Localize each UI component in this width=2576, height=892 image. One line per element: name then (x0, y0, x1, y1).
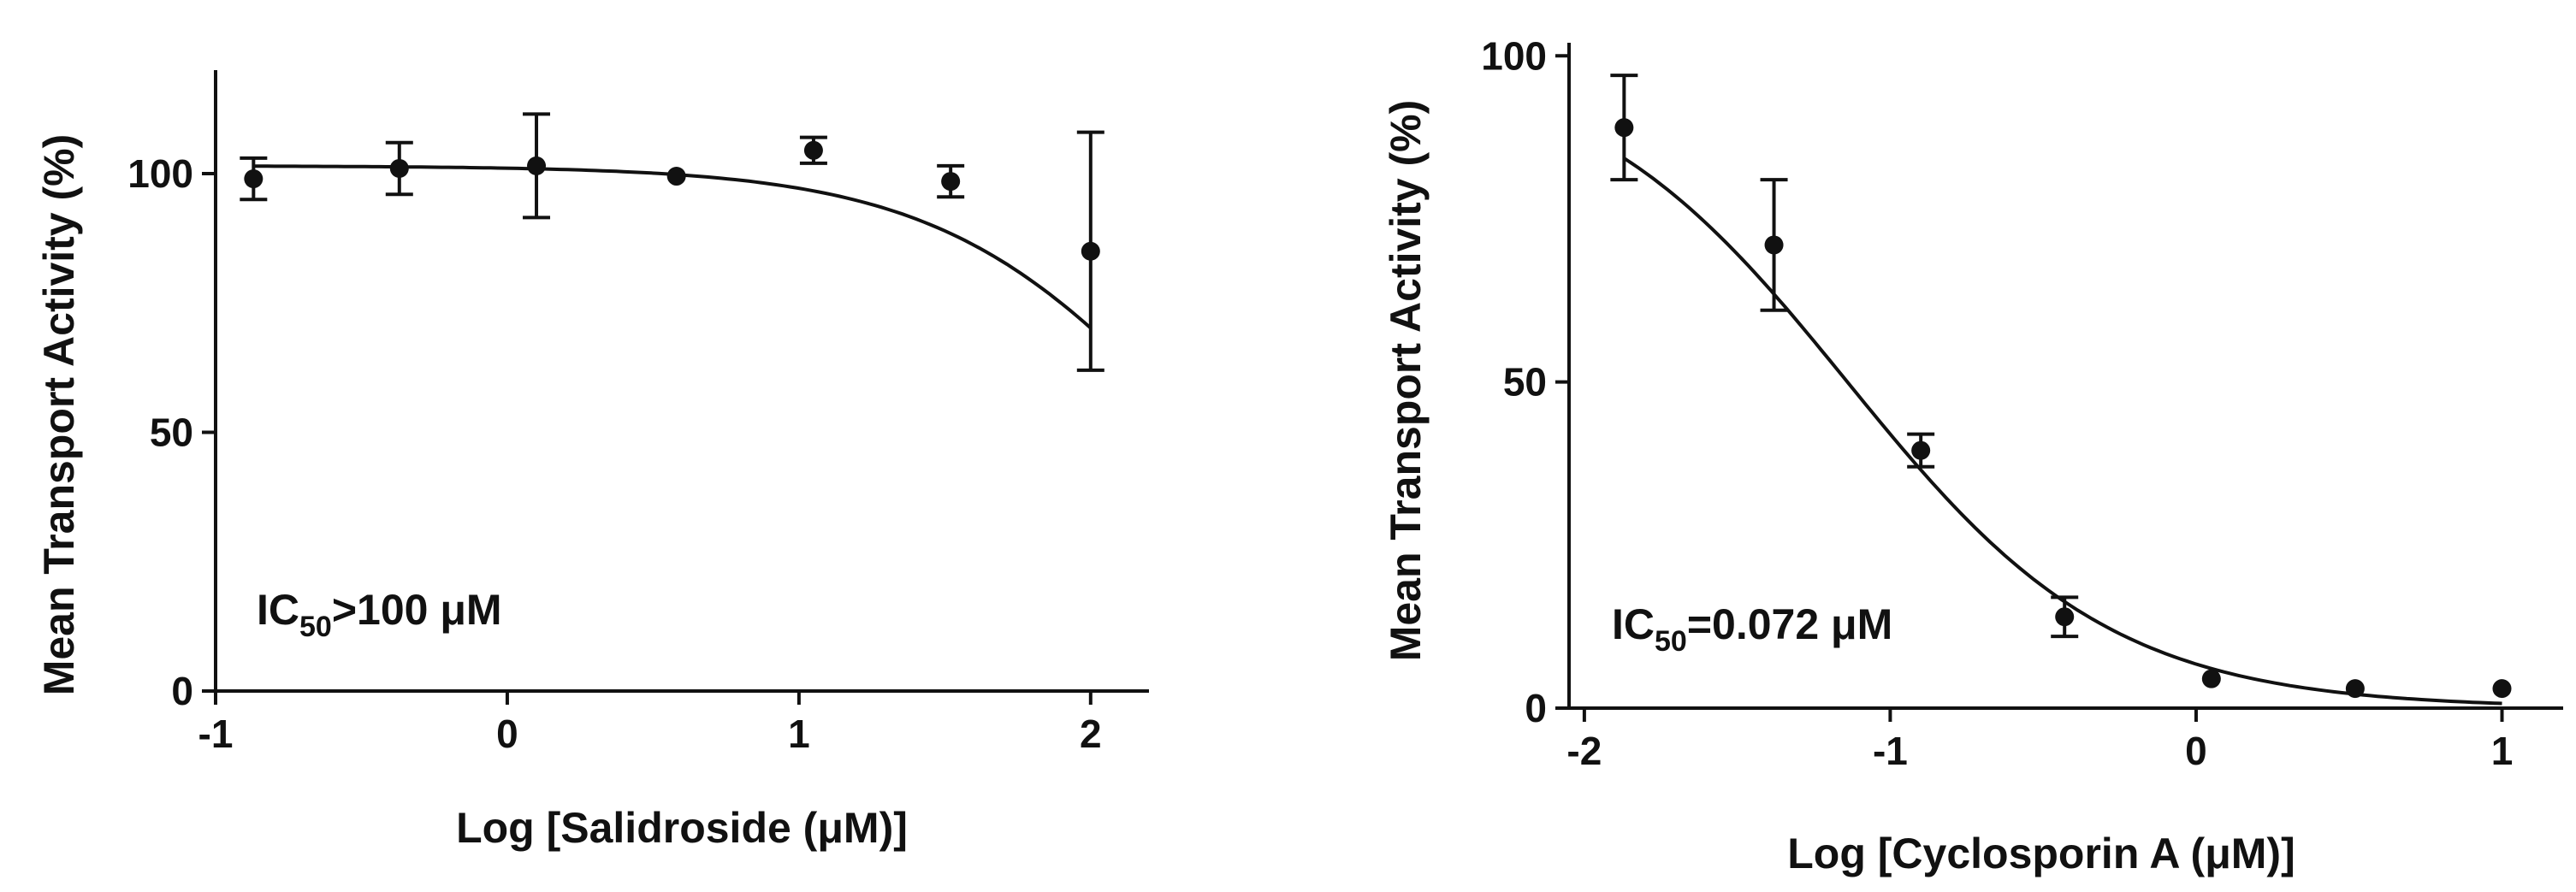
salidroside-ic50-prefix: IC (257, 586, 299, 634)
cyclosporin-plot-area: 0 50 100 -2 -1 0 1 (1481, 33, 2563, 773)
salidroside-ic50-subscript: 50 (299, 611, 332, 643)
cyclosporin-x-axis-title: Log [Cyclosporin A (μM)] (1787, 830, 2295, 877)
cyclosporin-ic50-subscript: 50 (1655, 625, 1687, 658)
cyclosporin-ic50-annotation: IC50=0.072 μM (1612, 600, 1892, 658)
salidroside-x-tick-label: 1 (788, 712, 810, 756)
cyclosporin-data-point (1614, 118, 1634, 138)
cyclosporin-data-point (2345, 679, 2365, 699)
cyclosporin-y-tick-label: 0 (1525, 686, 1547, 730)
cyclosporin-y-tick-label: 50 (1503, 360, 1547, 405)
cyclosporin-ic50-value: =0.072 μM (1687, 600, 1892, 648)
cyclosporin-data-point (2055, 607, 2075, 627)
salidroside-x-tick-label: -1 (198, 712, 234, 756)
cyclosporin-x-tick-label: -2 (1566, 729, 1602, 773)
salidroside-data-point (244, 169, 264, 189)
cyclosporin-data-point (1764, 235, 1784, 255)
salidroside-data-point (389, 158, 409, 178)
salidroside-y-tick-label: 0 (171, 669, 193, 713)
cyclosporin-data-point (2201, 669, 2221, 688)
salidroside-fit-curve (253, 164, 1093, 330)
cyclosporin-x-tick-label: 1 (2491, 729, 2514, 773)
salidroside-y-tick-label: 100 (127, 151, 193, 196)
cyclosporin-chart: 0 50 100 -2 -1 0 1 Log [Cyclosporin A (μM)] Me… (1382, 33, 2563, 877)
salidroside-ic50-value: >100 μM (332, 586, 502, 634)
cyclosporin-ic50-prefix: IC (1612, 600, 1655, 648)
salidroside-data-point (1081, 241, 1100, 261)
salidroside-x-axis-title: Log [Salidroside (μM)] (456, 804, 908, 852)
salidroside-ic50-annotation: IC50>100 μM (257, 586, 502, 643)
cyclosporin-x-tick-label: 0 (2185, 729, 2207, 773)
cyclosporin-x-tick-label: -1 (1873, 729, 1908, 773)
salidroside-data-point (527, 156, 547, 175)
cyclosporin-data-point (2492, 679, 2512, 699)
salidroside-y-axis-title: Mean Transport Activity (%) (35, 134, 83, 696)
salidroside-data-point (803, 140, 823, 160)
cyclosporin-y-axis-title: Mean Transport Activity (%) (1382, 100, 1430, 662)
salidroside-x-tick-label: 2 (1080, 712, 1102, 756)
salidroside-y-tick-label: 50 (150, 411, 193, 455)
cyclosporin-y-tick-label: 100 (1481, 33, 1547, 78)
salidroside-data-point (941, 172, 961, 192)
salidroside-x-tick-label: 0 (496, 712, 518, 756)
salidroside-data-point (666, 167, 686, 186)
cyclosporin-data-point (1911, 440, 1931, 460)
